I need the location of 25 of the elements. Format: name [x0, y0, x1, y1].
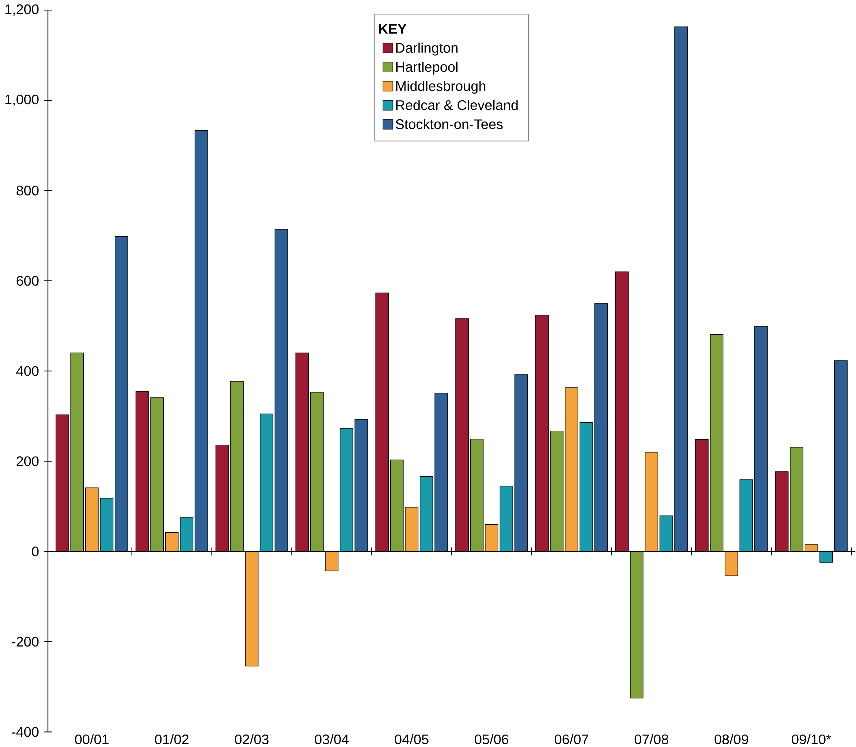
legend-label: Middlesbrough	[396, 81, 486, 94]
y-tick-label: -400	[12, 727, 39, 738]
x-tick-label: 03/04	[315, 734, 349, 745]
x-tick-label: 02/03	[235, 734, 269, 745]
legend-label: Redcar & Cleveland	[396, 100, 518, 111]
legend-title: KEY	[379, 24, 407, 34]
y-tick-label: 800	[16, 186, 39, 196]
x-tick-label: 08/09	[714, 734, 748, 745]
x-tick-label: 00/01	[75, 734, 109, 745]
legend-label: Hartlepool	[396, 62, 458, 76]
y-tick-label: 1,200	[6, 4, 39, 16]
x-tick-label: 01/02	[155, 734, 189, 745]
y-tick-label: 600	[16, 276, 39, 286]
x-tick-label: 06/07	[554, 734, 588, 745]
y-tick-label: 400	[16, 366, 39, 376]
x-tick-label: 07/08	[634, 734, 669, 745]
x-tick-label: 04/05	[395, 734, 429, 745]
legend-label: Darlington	[396, 43, 458, 56]
y-tick-label: -200	[12, 637, 39, 648]
y-tick-label: 1,000	[6, 95, 39, 107]
x-tick-label: 09/10*	[792, 734, 832, 745]
x-tick-label: 05/06	[475, 734, 509, 745]
y-tick-label: 0	[32, 547, 39, 557]
y-tick-label: 200	[16, 456, 39, 467]
legend-label: Stockton-on-Tees	[396, 119, 503, 130]
